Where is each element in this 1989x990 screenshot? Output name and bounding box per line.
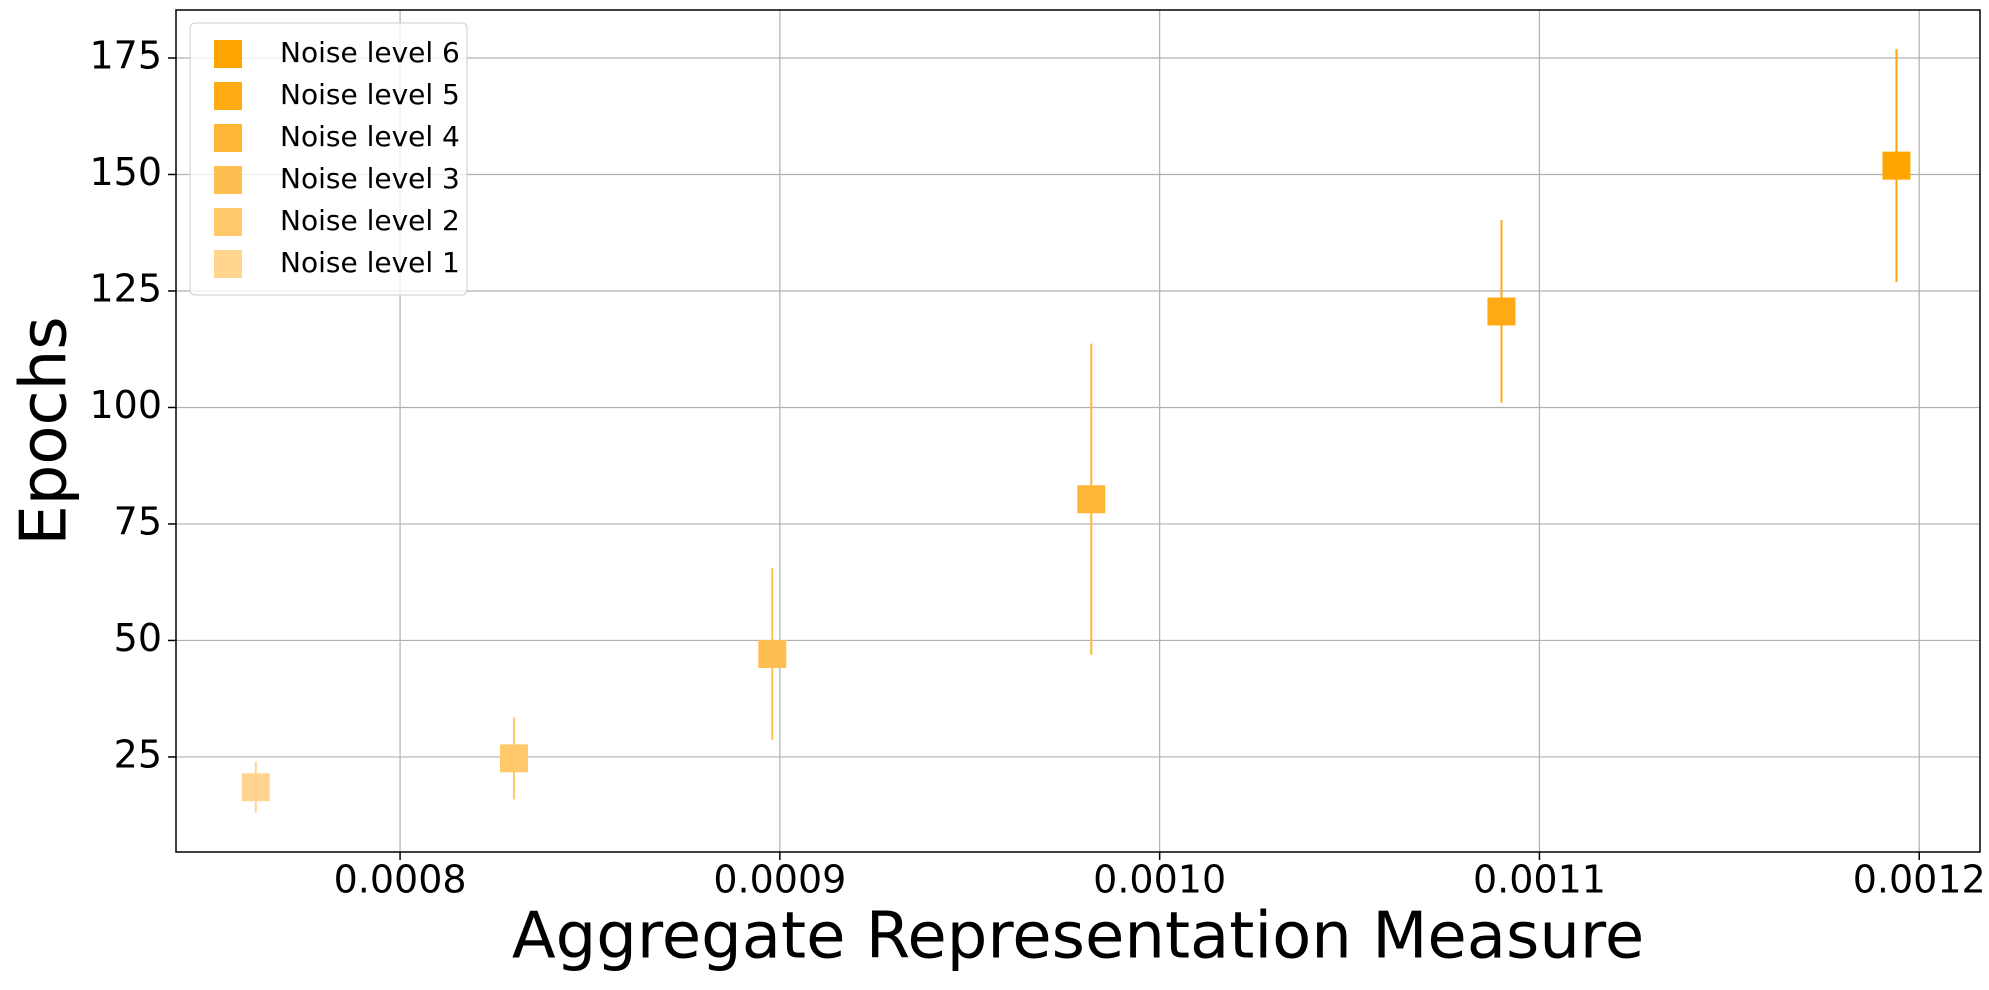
legend-swatch (214, 166, 242, 194)
legend-label: Noise level 5 (280, 78, 460, 111)
x-tick-label: 0.0008 (334, 858, 467, 902)
y-axis-label: Epochs (8, 316, 82, 545)
legend-label: Noise level 1 (280, 246, 460, 279)
plot-frame (175, 9, 1981, 853)
x-tick-label: 0.0011 (1473, 858, 1606, 902)
legend-label: Noise level 6 (280, 36, 460, 69)
legend-swatch (214, 250, 242, 278)
marker (500, 744, 529, 773)
x-tick-label: 0.0012 (1853, 858, 1986, 902)
marker (1487, 297, 1516, 326)
legend-swatch (214, 82, 242, 110)
x-tick-label: 0.0009 (713, 858, 846, 902)
legend-label: Noise level 4 (280, 120, 460, 153)
legend-swatch (214, 124, 242, 152)
y-tick-label: 125 (89, 266, 162, 310)
marker (758, 639, 787, 668)
legend-label: Noise level 2 (280, 204, 460, 237)
y-tick-label: 100 (89, 383, 162, 427)
marker (241, 773, 270, 802)
y-tick-label: 175 (89, 33, 162, 77)
x-tick-label: 0.0010 (1093, 858, 1226, 902)
marker (1882, 151, 1911, 180)
y-tick-label: 25 (114, 732, 162, 776)
legend-swatch (214, 40, 242, 68)
legend-label: Noise level 3 (280, 162, 460, 195)
y-tick-label: 75 (114, 499, 162, 543)
marker (1077, 485, 1106, 514)
legend-box (189, 22, 468, 296)
y-tick-label: 150 (89, 150, 162, 194)
legend-swatch (214, 208, 242, 236)
x-axis-label: Aggregate Representation Measure (512, 900, 1644, 974)
y-tick-label: 50 (114, 616, 162, 660)
